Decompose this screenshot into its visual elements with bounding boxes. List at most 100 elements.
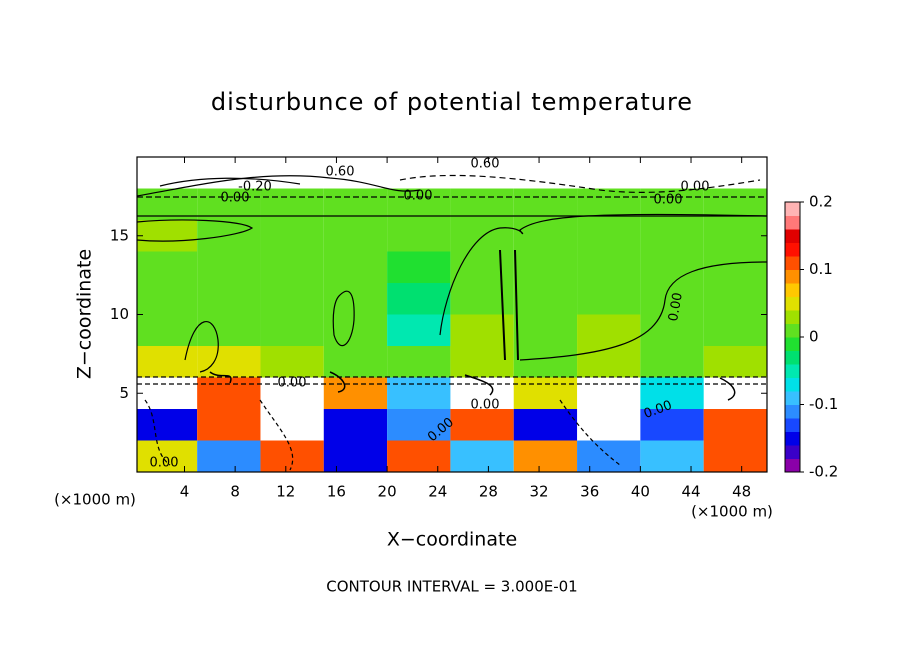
heat-cell: [137, 440, 198, 472]
heat-cell: [260, 314, 324, 346]
x-tick-label: 40: [631, 483, 650, 501]
contour-line: [136, 175, 421, 197]
heat-cell: [387, 220, 451, 252]
heat-cell: [450, 440, 514, 472]
x-tick-label: 4: [180, 483, 190, 501]
heat-cell: [137, 409, 198, 441]
heat-cell: [387, 314, 451, 346]
contour-line: [519, 261, 768, 361]
heat-cell: [640, 251, 704, 283]
heat-cell: [260, 220, 324, 252]
heat-cell: [137, 283, 198, 315]
colorbar-swatch: [785, 202, 800, 216]
heat-cell: [450, 188, 514, 220]
colorbar-swatch: [785, 296, 800, 311]
colorbar-swatch: [785, 310, 800, 324]
contour-label: -0.20: [238, 180, 272, 195]
x-tick-label: 12: [276, 483, 295, 501]
heat-cell: [323, 251, 388, 283]
heat-cell: [513, 283, 578, 315]
heat-cell: [513, 440, 578, 472]
heat-cell: [387, 188, 451, 220]
colorbar-swatch: [785, 337, 800, 351]
heat-cell: [640, 409, 704, 441]
contour-label: 0.60: [471, 157, 500, 172]
contour-label: 0.00: [221, 191, 250, 206]
heat-cell: [513, 346, 578, 378]
heat-cell: [197, 188, 261, 220]
heat-cell: [513, 409, 578, 441]
heat-cell: [640, 440, 704, 472]
heat-cell: [513, 220, 578, 252]
contour-lines: [136, 174, 768, 471]
x-tick-label: 36: [580, 483, 599, 501]
heat-cell: [323, 188, 388, 220]
heat-cell: [197, 377, 261, 409]
colorbar-swatch: [785, 256, 800, 270]
contour-label: 0.00: [654, 193, 683, 208]
heat-cell: [450, 251, 514, 283]
heat-cell: [137, 251, 198, 283]
heat-cell: [513, 188, 578, 220]
heat-cell: [260, 251, 324, 283]
contour-line: [184, 321, 219, 373]
x-unit-label: (×1000 m): [54, 491, 136, 509]
colorbar-swatch: [785, 323, 800, 338]
heat-cell: [450, 220, 514, 252]
x-tick-label: 28: [479, 483, 498, 501]
contour-label: 0.00: [666, 291, 686, 322]
heat-cell: [260, 346, 324, 378]
contour-line: [399, 174, 761, 193]
y-tick-label: 10: [110, 305, 129, 323]
heat-cell: [387, 409, 451, 441]
colorbar-swatch: [785, 350, 800, 365]
heat-cell: [387, 251, 451, 283]
heat-cell: [450, 409, 514, 441]
contour-line: [209, 371, 736, 401]
colorbar-swatch: [785, 458, 800, 473]
contour-line: [136, 219, 254, 242]
heat-cell: [323, 220, 388, 252]
contour-line: [439, 213, 768, 336]
heat-cell: [703, 283, 767, 315]
colorbar-swatch: [785, 364, 800, 378]
colorbar-swatch: [785, 215, 800, 230]
colorbar: -0.2 -0.1 0 0.1 0.2: [784, 193, 838, 481]
x-tick-label: 8: [230, 483, 240, 501]
y-tick-label: 15: [110, 226, 129, 244]
x-unit-label: (×1000 m): [691, 503, 773, 521]
heat-cell: [703, 314, 767, 346]
contour-line: [499, 249, 519, 361]
heat-cell: [323, 409, 388, 441]
heat-cell: [387, 346, 451, 378]
heat-cell: [703, 346, 767, 378]
heat-cell: [197, 409, 261, 441]
colorbar-swatch: [785, 431, 800, 446]
heat-cell: [137, 346, 198, 378]
colorbar-swatch: [785, 391, 800, 405]
heat-cell: [513, 377, 578, 409]
heat-cell: [260, 188, 324, 220]
colorbar-swatch: [785, 283, 800, 297]
contour-label: 0.00: [278, 376, 307, 391]
heat-cell: [323, 377, 388, 409]
x-tick-label: 32: [530, 483, 549, 501]
colorbar-tick-label: -0.2: [809, 463, 838, 481]
heat-cell: [577, 220, 641, 252]
contour-label: 0.00: [150, 456, 179, 471]
heat-cell: [577, 314, 641, 346]
contour-label: 0.00: [681, 180, 710, 195]
heat-cell: [577, 440, 641, 472]
heat-cell: [197, 251, 261, 283]
contour-line: [159, 177, 301, 187]
colorbar-swatch: [785, 377, 800, 392]
heat-cell: [703, 440, 767, 472]
contour-line: [144, 399, 621, 471]
contour-label: 0.00: [471, 398, 500, 413]
heat-cell: [513, 314, 578, 346]
heat-cell: [640, 377, 704, 409]
heat-cell: [387, 377, 451, 409]
x-axis-label: X−coordinate: [387, 529, 517, 551]
